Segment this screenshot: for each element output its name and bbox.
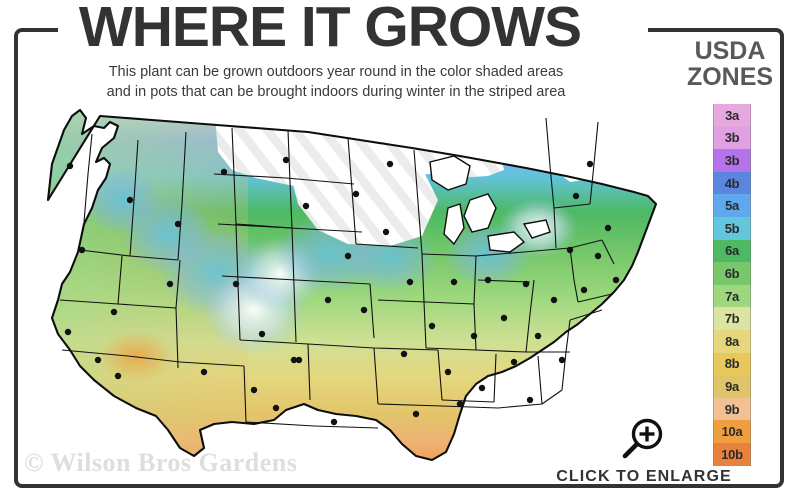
legend-swatch-3b-2: 3b: [713, 149, 751, 172]
map-fill-layer: [48, 110, 656, 460]
usda-zone-legend: 3a 3b 3b 4b 5a 5b 6a 6b 7a 7b 8a 8b 9a 9b 10a 10b: [713, 104, 751, 466]
legend-swatch-9a-12: 9a: [713, 375, 751, 398]
legend-swatch-5a-4: 5a: [713, 194, 751, 217]
border-title-gap: [58, 20, 648, 38]
magnifier-plus-icon[interactable]: [620, 417, 666, 463]
legend-swatch-10b-15: 10b: [713, 442, 751, 466]
click-to-enlarge-label[interactable]: CLICK TO ENLARGE: [556, 468, 732, 485]
subtitle-line-1: This plant can be grown outdoors year ro…: [108, 64, 564, 80]
subtitle-line-2: and in pots that can be brought indoors …: [106, 84, 566, 100]
legend-swatch-8b-11: 8b: [713, 352, 751, 376]
subtitle: This plant can be grown outdoors year ro…: [26, 62, 646, 102]
page-title: WHERE IT GROWS: [78, 0, 582, 59]
legend-title: USDA ZONES: [668, 38, 792, 90]
legend-swatch-3a-0: 3a: [713, 104, 751, 127]
legend-swatch-7a-8: 7a: [713, 284, 751, 308]
great-lakes: [429, 155, 551, 253]
legend-swatch-4b-3: 4b: [713, 171, 751, 195]
legend-swatch-10a-14: 10a: [713, 420, 751, 443]
legend-swatch-6a-6: 6a: [713, 239, 751, 263]
legend-swatch-5b-5: 5b: [713, 216, 751, 240]
legend-swatch-9b-13: 9b: [713, 397, 751, 421]
usda-hardiness-map[interactable]: [18, 104, 668, 464]
watermark: © Wilson Bros Gardens: [24, 448, 298, 477]
legend-swatch-6b-7: 6b: [713, 262, 751, 285]
map-svg: [46, 108, 658, 462]
legend-swatch-8a-10: 8a: [713, 329, 751, 353]
country-outline: [46, 108, 658, 462]
city-markers: [64, 156, 620, 426]
legend-title-line-1: USDA: [694, 37, 766, 65]
legend-swatch-7b-9: 7b: [713, 307, 751, 330]
legend-title-line-2: ZONES: [686, 63, 774, 91]
legend-swatch-3b-1: 3b: [713, 126, 751, 150]
